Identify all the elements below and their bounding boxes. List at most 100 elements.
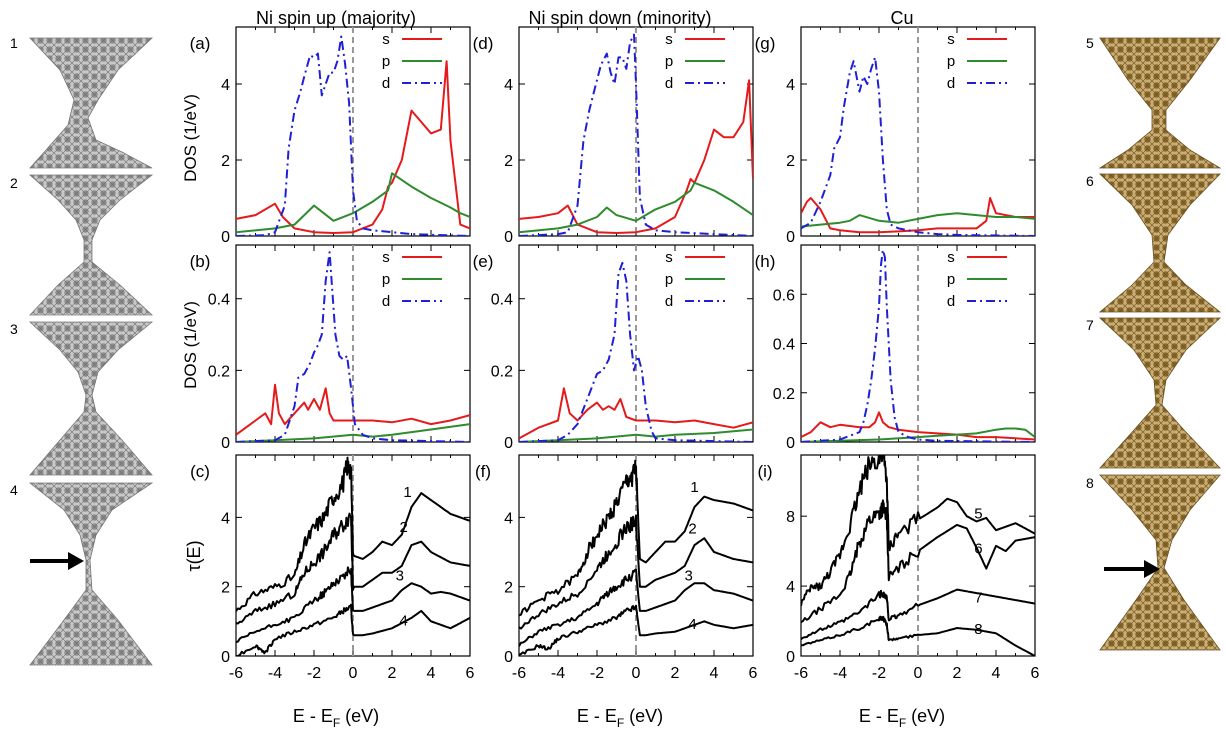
legend-label-s: s: [947, 31, 955, 48]
panel-d: 0 2 4 spd (d): [473, 26, 754, 246]
xtick-label: -6: [229, 665, 243, 682]
xtick-label: -6: [512, 665, 526, 682]
series-line-p: [236, 172, 470, 234]
series-line-d: [801, 248, 1035, 442]
ni-structure-2: [28, 174, 154, 316]
panel-label: (g): [755, 34, 776, 53]
ni-structure-1: [29, 37, 154, 169]
ytick-label: 4: [504, 77, 513, 94]
series-label-5: 5: [974, 505, 982, 522]
xtick-label: 0: [632, 665, 641, 682]
series-line-d: [519, 261, 753, 442]
ni-separator-3: [24, 479, 154, 483]
ytick-label: 0.2: [773, 386, 795, 403]
legend-label-p: p: [382, 271, 390, 288]
panel-label: (a): [190, 34, 211, 53]
series-line-s: [236, 383, 470, 436]
panel-f: 0 2 4 -6 -4 -2 0 2 4 6 1 2 3 4 (f): [475, 454, 758, 682]
xtick-label: -2: [872, 665, 886, 682]
series-group: [801, 455, 1035, 656]
series-line-d: [236, 251, 470, 442]
series-line-8: [801, 615, 1035, 656]
series-line-s: [801, 197, 1035, 234]
xtick-label: 4: [710, 665, 719, 682]
series-label-2: 2: [688, 521, 696, 538]
series-line-d: [519, 33, 753, 236]
series-label-3: 3: [396, 567, 404, 584]
ytick-label: 0: [221, 649, 230, 666]
series-line-6: [801, 499, 1035, 624]
ni-structure-label-4: 4: [10, 482, 18, 498]
panel-e: 0 0.2 0.4 spd (e): [473, 244, 754, 452]
series-line-p: [801, 427, 1035, 442]
xtick-label: 6: [749, 665, 758, 682]
legend-label-p: p: [382, 53, 390, 70]
ytick-label: 0: [504, 229, 513, 246]
xlabel-col3: E - EF (eV): [859, 706, 945, 730]
cu-structure-5: [1098, 37, 1222, 169]
xtick-label: 2: [388, 665, 397, 682]
ytick-label: 0.4: [773, 337, 795, 354]
series-label-6: 6: [974, 540, 982, 557]
ytick-label: 2: [786, 153, 795, 170]
cu-separator-3: [1096, 471, 1226, 475]
ytick-label: 0.2: [491, 363, 513, 380]
ytick-label: 0: [221, 229, 230, 246]
series-group: [519, 33, 753, 236]
ni-structure-label-2: 2: [10, 175, 18, 191]
cu-structure-image: 5 6 7 8: [1086, 35, 1226, 651]
panel-h: 0 0.2 0.4 0.6 spd (h): [755, 244, 1036, 452]
ytick-label: 4: [786, 579, 795, 596]
series-label-1: 1: [690, 479, 698, 496]
xtick-label: 6: [1031, 665, 1040, 682]
xtick-label: -2: [307, 665, 321, 682]
legend-label-s: s: [382, 31, 390, 48]
ni-structure-label-1: 1: [10, 35, 18, 51]
xlabel-col1: E - EF (eV): [293, 706, 379, 730]
xlabel-col2: E - EF (eV): [577, 706, 663, 730]
ni-separator-1: [24, 171, 154, 175]
series-label-1: 1: [403, 484, 411, 501]
panel-frame: [518, 244, 754, 443]
ytick-label: 0.4: [208, 292, 230, 309]
ylabel-tau: τ(E): [184, 540, 204, 571]
series-line-d: [236, 35, 470, 236]
xtick-label: -4: [268, 665, 282, 682]
panel-label: (d): [473, 34, 494, 53]
xtick-label: -4: [833, 665, 847, 682]
xtick-label: 2: [671, 665, 680, 682]
panel-g: 0 2 4 spd (g): [755, 26, 1036, 246]
legend-label-p: p: [665, 53, 673, 70]
series-line-d: [801, 56, 1035, 236]
panel-label: (c): [190, 462, 210, 481]
series-line-3: [519, 568, 753, 647]
ytick-label: 0.6: [773, 287, 795, 304]
series-line-4: [236, 603, 470, 656]
legend-label-d: d: [665, 293, 673, 310]
ytick-label: 4: [786, 77, 795, 94]
panel-label: (e): [473, 252, 494, 271]
series-group: [236, 35, 470, 236]
legend-label-p: p: [665, 271, 673, 288]
panel-label: (i): [757, 462, 772, 481]
ni-structure-label-3: 3: [10, 321, 18, 337]
xtick-label: -6: [794, 665, 808, 682]
series-line-p: [801, 212, 1035, 228]
cu-structure-label-8: 8: [1086, 475, 1094, 491]
series-group: [519, 261, 753, 442]
ytick-label: 0: [504, 649, 513, 666]
legend-label-p: p: [947, 53, 955, 70]
series-group: [236, 251, 470, 442]
ytick-label: 8: [786, 509, 795, 526]
cu-structure-6: [1098, 173, 1222, 313]
legend-label-d: d: [665, 75, 673, 92]
ytick-label: 4: [221, 77, 230, 94]
series-line-5: [801, 455, 1035, 607]
column-title-cu: Cu: [890, 8, 913, 28]
panel-label: (h): [755, 252, 776, 271]
legend-label-d: d: [382, 75, 390, 92]
column-title-ni-down: Ni spin down (minority): [528, 8, 711, 28]
xtick-label: 6: [466, 665, 475, 682]
